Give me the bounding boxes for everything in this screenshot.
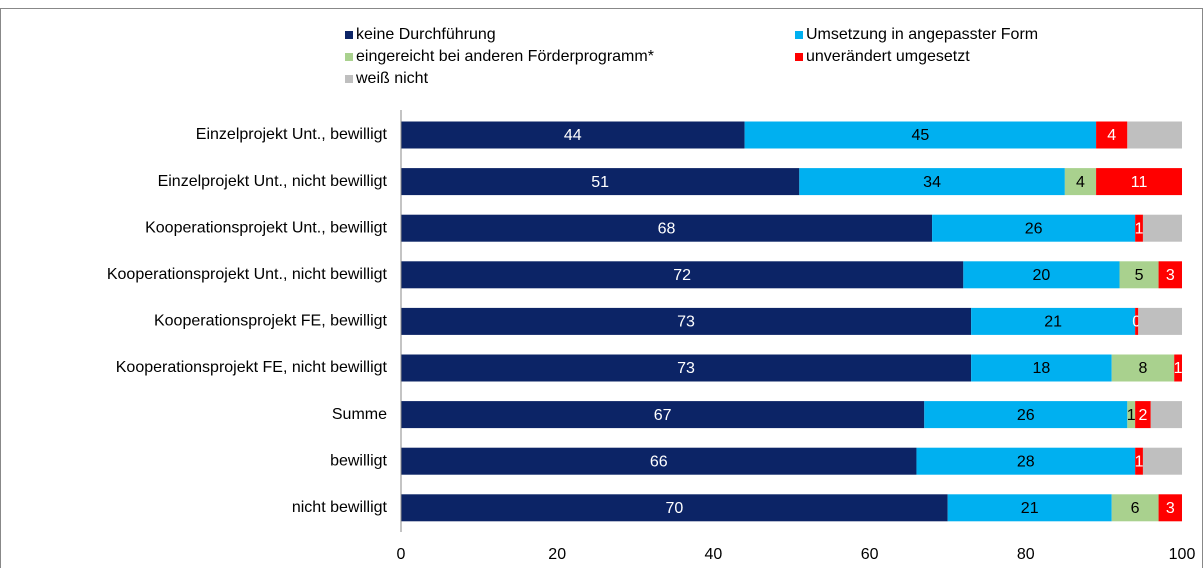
data-label: 1 [1127,407,1136,424]
bar-segment [1142,214,1182,242]
legend-label: eingereicht bei anderen Förderprogramm* [356,48,654,65]
bar-segment [401,401,925,429]
x-tick-label: 20 [548,546,566,563]
bar-segment [799,168,1065,196]
bar-segment [401,214,933,242]
legend-label: unverändert umgesetzt [806,48,970,65]
data-label: 1 [1174,360,1183,377]
bar-segment [401,307,972,335]
legend-swatch [345,75,353,83]
bar-segment [947,494,1112,522]
bar-segment [1111,494,1159,522]
data-label: 51 [591,174,609,191]
bar-segment [1127,401,1136,429]
data-label: 73 [677,314,695,331]
bar-segment [1119,261,1159,289]
bar-segment [924,401,1128,429]
data-label: 68 [658,220,676,237]
legend-label: keine Durchführung [356,26,496,43]
bar-segment [1135,214,1143,242]
y-tick-label: Kooperationsprojekt FE, nicht bewilligt [116,359,388,376]
y-tick-label: Kooperationsprojekt FE, bewilligt [154,313,388,330]
x-tick-label: 100 [1169,546,1196,563]
data-label: 11 [1131,174,1148,191]
bar-segment [1158,261,1182,289]
bar-segment [971,354,1112,382]
data-label: 45 [911,127,929,144]
data-label: 6 [1131,500,1140,517]
data-label: 3 [1166,267,1175,284]
bar-segment [971,307,1136,335]
legend-swatch [795,31,803,39]
data-label: 1 [1135,220,1144,237]
bar-segment [963,261,1120,289]
bar-segment [932,214,1136,242]
data-label: 5 [1135,267,1144,284]
bar-segment [1127,121,1182,149]
data-label: 26 [1025,220,1043,237]
data-label: 2 [1138,407,1147,424]
data-label: 21 [1021,500,1039,517]
y-tick-label: Einzelprojekt Unt., nicht bewilligt [158,173,388,190]
bar-segment [401,261,964,289]
data-label: 21 [1044,314,1062,331]
x-tick-label: 40 [705,546,723,563]
data-label: 0 [1132,314,1141,331]
bar-segment [916,447,1136,475]
bar-segment [1142,447,1182,475]
data-label: 73 [677,360,695,377]
bar-segment [401,121,745,149]
bar-segment [1064,168,1097,196]
data-label: 8 [1138,360,1147,377]
x-tick-label: 0 [397,546,406,563]
bar-segment [401,354,972,382]
data-label: 34 [923,174,941,191]
legend-label: Umsetzung in angepasster Form [806,26,1038,43]
data-label: 4 [1076,174,1085,191]
data-label: 1 [1135,453,1144,470]
x-tick-label: 60 [861,546,879,563]
bar-segment [1158,494,1182,522]
data-label: 44 [564,127,582,144]
legend-swatch [795,53,803,61]
data-label: 28 [1017,453,1035,470]
bar-segment [1111,354,1175,382]
legend-swatch [345,53,353,61]
y-tick-label: Einzelprojekt Unt., bewilligt [196,126,388,143]
bar-segment [1138,307,1182,335]
bar-segment [744,121,1097,149]
bar-segment [1174,354,1182,382]
data-label: 18 [1033,360,1051,377]
bar-segment [1135,307,1139,335]
y-tick-label: Kooperationsprojekt Unt., bewilligt [145,219,387,236]
bar-segment [1096,168,1182,196]
bar-segment [401,447,917,475]
data-label: 66 [650,453,668,470]
bar-segment [1135,447,1143,475]
y-tick-label: Summe [332,406,387,423]
y-tick-label: nicht bewilligt [292,499,388,516]
y-tick-label: Kooperationsprojekt Unt., nicht bewillig… [107,266,388,283]
y-tick-label: bewilligt [330,452,387,469]
bar-segment [1135,401,1151,429]
x-tick-label: 80 [1017,546,1035,563]
data-label: 72 [673,267,691,284]
bar-segment [401,494,948,522]
bar-segment [401,168,800,196]
legend-label: weiß nicht [355,70,429,87]
data-label: 26 [1017,407,1035,424]
bar-segment [1096,121,1128,149]
data-label: 70 [665,500,683,517]
data-label: 67 [654,407,672,424]
data-label: 20 [1033,267,1051,284]
legend-swatch [345,31,353,39]
bar-segment [1150,401,1182,429]
data-label: 3 [1166,500,1175,517]
data-label: 4 [1107,127,1116,144]
